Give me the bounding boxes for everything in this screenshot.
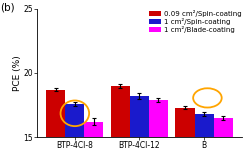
Bar [195, 114, 214, 137]
Bar [214, 118, 233, 137]
Legend: 0.09 cm²/Spin-coating, 1 cm²/Spin-coating, 1 cm²/Blade-coating: 0.09 cm²/Spin-coating, 1 cm²/Spin-coatin… [148, 10, 243, 34]
Text: (b): (b) [0, 2, 15, 12]
Bar [130, 96, 149, 137]
Bar [46, 90, 65, 137]
Bar [65, 104, 84, 137]
Bar [149, 100, 168, 137]
Bar [175, 108, 195, 137]
Bar [111, 86, 130, 137]
Y-axis label: PCE (%): PCE (%) [13, 55, 22, 91]
Bar [84, 122, 103, 137]
